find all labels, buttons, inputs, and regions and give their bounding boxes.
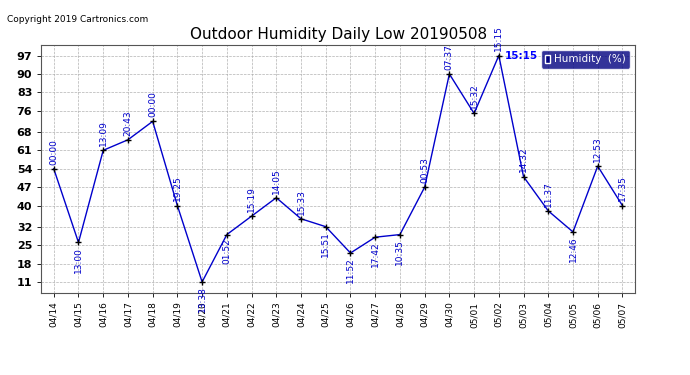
- Text: 13:09: 13:09: [99, 120, 108, 146]
- Text: 17:35: 17:35: [618, 176, 627, 201]
- Legend: Humidity  (%): Humidity (%): [541, 50, 629, 69]
- Text: 17:42: 17:42: [371, 242, 380, 267]
- Text: 15:33: 15:33: [297, 189, 306, 214]
- Text: 00:00: 00:00: [49, 139, 58, 165]
- Text: 13:38: 13:38: [197, 286, 206, 312]
- Text: 01:52: 01:52: [222, 239, 231, 264]
- Text: 12:46: 12:46: [569, 236, 578, 262]
- Text: 11:37: 11:37: [544, 181, 553, 207]
- Text: 15:19: 15:19: [247, 186, 256, 212]
- Text: 15:15: 15:15: [494, 26, 503, 51]
- Text: Copyright 2019 Cartronics.com: Copyright 2019 Cartronics.com: [7, 15, 148, 24]
- Text: 11:52: 11:52: [346, 257, 355, 283]
- Text: 19:25: 19:25: [173, 176, 182, 201]
- Text: 13:00: 13:00: [74, 247, 83, 273]
- Text: 15:15: 15:15: [504, 51, 538, 60]
- Text: 00:53: 00:53: [420, 157, 429, 183]
- Text: 15:51: 15:51: [322, 231, 331, 257]
- Text: 14:32: 14:32: [519, 147, 528, 172]
- Text: 12:53: 12:53: [593, 136, 602, 162]
- Text: 00:00: 00:00: [148, 92, 157, 117]
- Text: 14:05: 14:05: [272, 168, 281, 194]
- Title: Outdoor Humidity Daily Low 20190508: Outdoor Humidity Daily Low 20190508: [190, 27, 486, 42]
- Text: 10:35: 10:35: [395, 239, 404, 265]
- Text: 15:32: 15:32: [470, 84, 479, 109]
- Text: 07:37: 07:37: [445, 44, 454, 70]
- Text: 20:43: 20:43: [124, 110, 132, 136]
